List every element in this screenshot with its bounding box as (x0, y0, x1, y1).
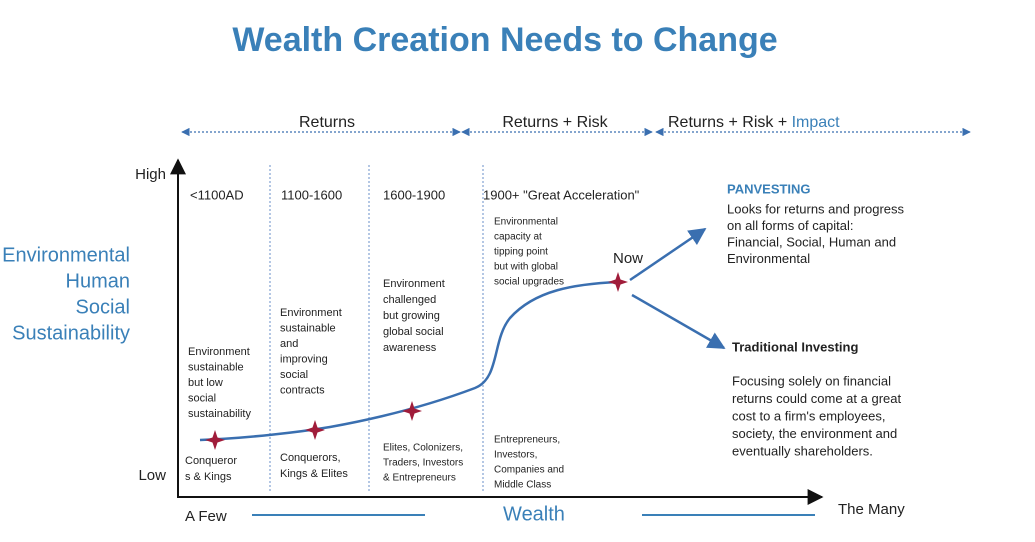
star (305, 420, 325, 440)
era-actors: Traders, Investors (383, 458, 463, 469)
era-description: Environment (188, 346, 250, 358)
traditional-text: cost to a firm's employees, (732, 408, 885, 423)
era-actors: Elites, Colonizers, (383, 443, 463, 454)
now-label: Now (613, 250, 643, 267)
era-description: social (188, 392, 216, 404)
era-actors: & Entrepreneurs (383, 473, 456, 484)
era-description: but growing (383, 310, 440, 322)
era-description: Environmental (494, 217, 558, 228)
traditional-text: returns could come at a great (732, 391, 901, 406)
phase-highlight: Impact (792, 114, 841, 131)
panvesting-text: Looks for returns and progress (727, 201, 905, 216)
panvesting-title: PANVESTING (727, 181, 811, 196)
y-dimension: Human (66, 270, 130, 292)
panvesting-text: Financial, Social, Human and (727, 234, 896, 249)
era-description: and (280, 338, 298, 350)
phase-label: Returns (299, 114, 355, 131)
era-description: Environment (280, 307, 342, 319)
y-dimension: Sustainability (12, 322, 130, 344)
y-dimensions: Environmental Human Social Sustainability (2, 244, 130, 344)
era-description: sustainable (188, 361, 244, 373)
era-actors: Conqueror (185, 455, 237, 467)
era-description: contracts (280, 384, 325, 396)
era-actors: Conquerors, (280, 452, 341, 464)
phase-text: Returns + Risk + (668, 114, 787, 131)
era-actors: s & Kings (185, 471, 232, 483)
panvesting-text: Environmental (727, 251, 810, 266)
era-actors: Companies and (494, 465, 564, 476)
milestones (205, 272, 628, 450)
traditional-arrow (631, 293, 726, 350)
era-description: social (280, 369, 308, 381)
era-label: 1900+ "Great Acceleration" (483, 187, 640, 202)
era-description: Environment (383, 278, 445, 290)
era-label: 1600-1900 (383, 187, 445, 202)
era-description: improving (280, 353, 328, 365)
star (205, 430, 225, 450)
era-label: 1100-1600 (281, 187, 342, 202)
traditional-title: Traditional Investing (732, 339, 858, 354)
phase-label: Returns + Risk (502, 114, 608, 131)
era-label: <1100AD (190, 187, 244, 202)
era-actors: Kings & Elites (280, 468, 348, 480)
traditional-text: Focusing solely on financial (732, 373, 891, 388)
era-description: capacity at (494, 232, 542, 243)
era-actors: Middle Class (494, 480, 551, 491)
era-description: but with global (494, 262, 558, 273)
era-description: tipping point (494, 247, 548, 258)
era-actors: Entrepreneurs, (494, 435, 560, 446)
traditional-text: eventually shareholders. (732, 443, 873, 458)
era-description: awareness (383, 342, 437, 354)
era-description: but low (188, 377, 223, 389)
star (608, 272, 628, 292)
panvesting-arrow (629, 227, 707, 282)
text-blocks: <1100AD Environment sustainable but low soci… (185, 187, 905, 490)
era-description: social upgrades (494, 277, 564, 288)
growth-curve (199, 280, 619, 442)
y-low: Low (138, 467, 166, 484)
y-high: High (135, 166, 166, 183)
y-dimension: Environmental (2, 244, 130, 266)
phase-label: Returns + Risk + Impact (668, 114, 840, 131)
x-center: Wealth (503, 503, 565, 525)
y-dimension: Social (76, 296, 130, 318)
star (402, 401, 422, 421)
traditional-text: society, the environment and (732, 426, 897, 441)
title: Wealth Creation Needs to Change (232, 21, 777, 59)
era-dividers (269, 165, 484, 492)
era-description: sustainability (188, 408, 251, 420)
era-description: sustainable (280, 322, 336, 334)
era-description: challenged (383, 294, 436, 306)
era-actors: Investors, (494, 450, 537, 461)
x-right: The Many (838, 501, 905, 518)
x-left: A Few (185, 508, 227, 525)
era-description: global social (383, 326, 444, 338)
panvesting-text: on all forms of capital: (727, 218, 853, 233)
